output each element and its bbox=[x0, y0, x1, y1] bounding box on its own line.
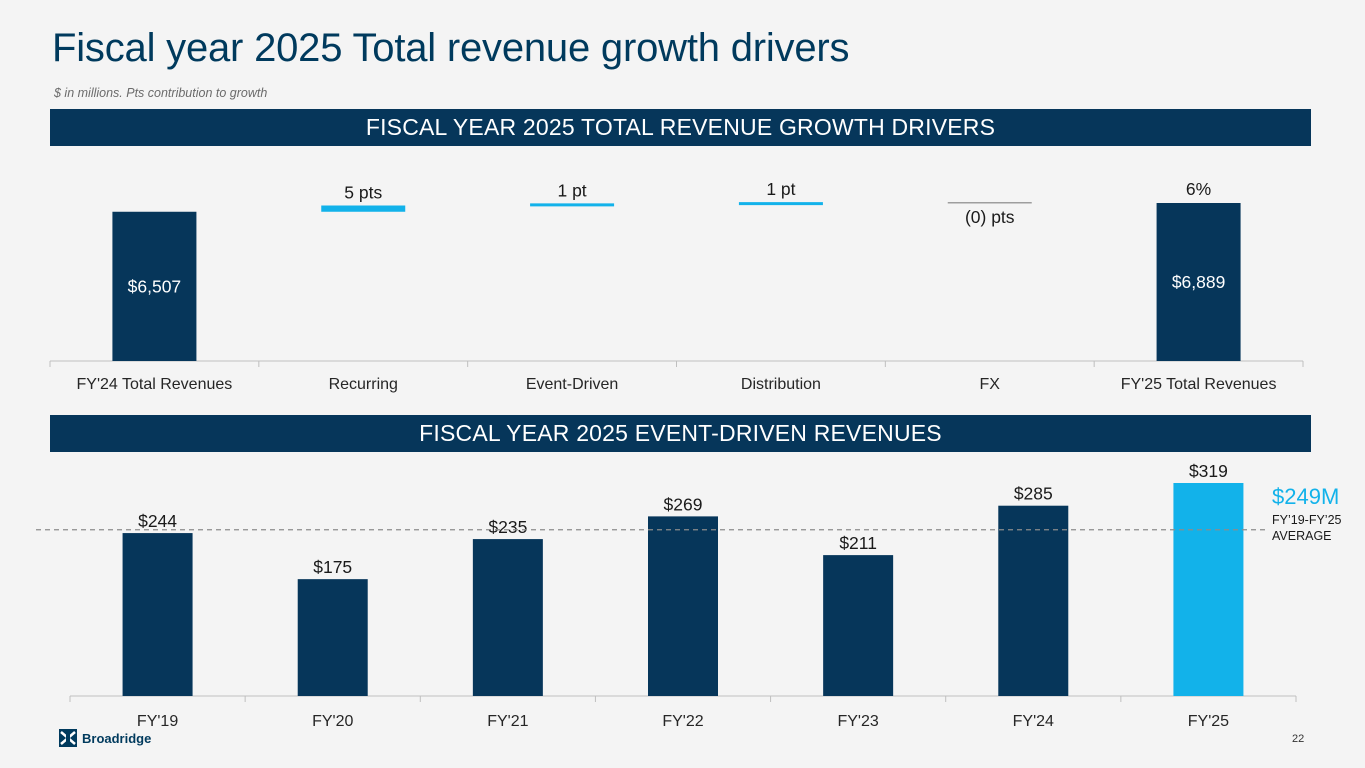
event-driven-bar bbox=[648, 516, 718, 696]
bar-value-label: $319 bbox=[1189, 461, 1228, 481]
event-driven-bar bbox=[122, 533, 193, 696]
bar-value-label: $269 bbox=[664, 494, 703, 514]
bar-value-label: $6,507 bbox=[128, 276, 182, 296]
x-axis-category-label: Distribution bbox=[741, 376, 821, 393]
bar-value-label: $175 bbox=[313, 557, 352, 577]
waterfall-total-bar bbox=[112, 211, 197, 361]
waterfall-delta-bar bbox=[321, 205, 406, 212]
event-driven-bar bbox=[472, 539, 543, 696]
event-driven-bar bbox=[998, 505, 1069, 696]
bar-value-label: $6,889 bbox=[1172, 272, 1226, 292]
x-axis-category-label: FY'25 Total Revenues bbox=[1121, 376, 1277, 393]
bar-top-label: 6% bbox=[1186, 179, 1211, 199]
x-axis-category-label: FY'23 bbox=[837, 713, 878, 730]
event-driven-bar bbox=[297, 579, 368, 696]
waterfall-delta-bar bbox=[947, 202, 1032, 204]
delta-label: (0) pts bbox=[965, 207, 1015, 227]
bar-value-label: $211 bbox=[839, 533, 877, 553]
page-subtitle: $ in millions. Pts contribution to growt… bbox=[54, 86, 268, 100]
delta-label: 1 pt bbox=[557, 180, 586, 200]
x-axis-category-label: FY'25 bbox=[1188, 713, 1229, 730]
waterfall-delta-bar bbox=[738, 202, 823, 206]
x-axis-category-label: Recurring bbox=[329, 376, 398, 393]
x-axis-category-label: FY'24 Total Revenues bbox=[77, 376, 233, 393]
section-banner-event-driven: FISCAL YEAR 2025 EVENT-DRIVEN REVENUES bbox=[50, 415, 1311, 452]
page-number: 22 bbox=[1292, 733, 1305, 745]
event-driven-bar bbox=[1173, 483, 1244, 696]
average-label: FY’19-FY’25 AVERAGE bbox=[1272, 512, 1362, 544]
broadridge-logo-icon bbox=[59, 729, 77, 747]
average-label-line2: AVERAGE bbox=[1272, 529, 1332, 543]
event-driven-revenues-chart: $244 FY'19 $175 FY'20 $235 FY'21 $269 FY'22 $211… bbox=[36, 461, 1297, 730]
section-banner-growth-drivers: FISCAL YEAR 2025 TOTAL REVENUE GROWTH DR… bbox=[50, 109, 1311, 146]
average-label-line1: FY’19-FY’25 bbox=[1272, 513, 1342, 527]
delta-label: 1 pt bbox=[766, 179, 795, 199]
broadridge-logo-text: Broadridge bbox=[82, 730, 152, 746]
growth-drivers-waterfall-chart: $6,507 FY'24 Total Revenues 5 pts Recurring… bbox=[49, 179, 1304, 393]
page-title: Fiscal year 2025 Total revenue growth dr… bbox=[52, 26, 850, 70]
average-callout: $249M FY’19-FY’25 AVERAGE bbox=[1272, 484, 1362, 544]
x-axis-category-label: FY'22 bbox=[662, 713, 703, 730]
waterfall-total-bar bbox=[1156, 203, 1241, 361]
x-axis-category-label: FY'19 bbox=[137, 713, 178, 730]
x-axis-category-label: FX bbox=[980, 376, 1001, 393]
waterfall-delta-bar bbox=[530, 203, 615, 207]
bar-value-label: $244 bbox=[138, 511, 177, 531]
bar-value-label: $285 bbox=[1014, 484, 1053, 504]
event-driven-bar bbox=[823, 555, 894, 696]
bar-value-label: $235 bbox=[488, 517, 527, 537]
broadridge-logo: Broadridge bbox=[58, 728, 151, 748]
delta-label: 5 pts bbox=[344, 183, 382, 203]
x-axis-category-label: FY'21 bbox=[487, 713, 528, 730]
average-value: $249M bbox=[1272, 484, 1340, 509]
x-axis-category-label: FY'20 bbox=[312, 713, 353, 730]
x-axis-category-label: FY'24 bbox=[1013, 713, 1054, 730]
x-axis-category-label: Event-Driven bbox=[526, 376, 618, 393]
